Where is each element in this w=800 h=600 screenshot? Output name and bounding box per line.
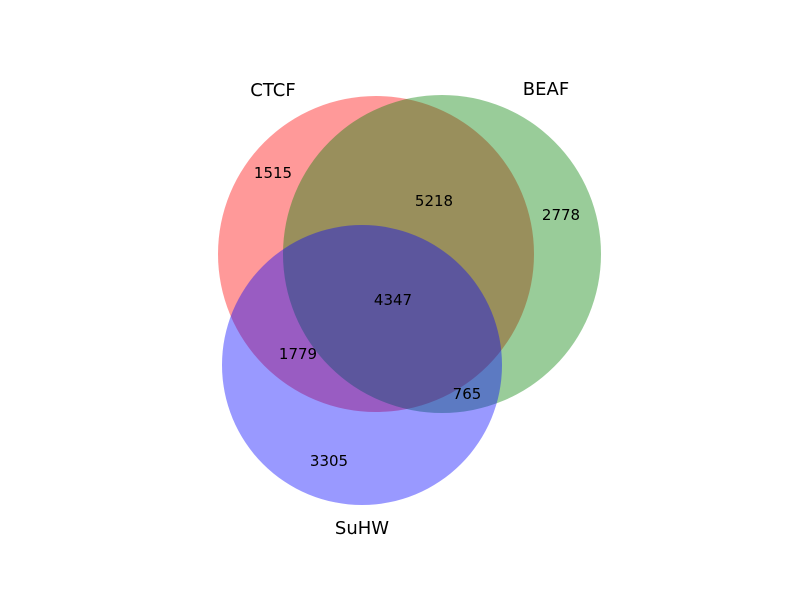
- ctcf-only-count: 1515: [254, 164, 292, 182]
- ctcf-beaf-count: 5218: [415, 192, 453, 210]
- ctcf-circle: [218, 96, 534, 412]
- beaf-only-count: 2778: [542, 206, 580, 224]
- suhw-circle: [222, 225, 502, 505]
- suhw-set-label: SuHW: [335, 518, 389, 539]
- beaf-suhw-count: 765: [453, 385, 482, 403]
- beaf-set-label: BEAF: [523, 79, 569, 100]
- suhw-only-count: 3305: [310, 452, 348, 470]
- ctcf-suhw-count: 1779: [279, 345, 317, 363]
- ctcf-set-label: CTCF: [250, 80, 295, 101]
- beaf-circle: [283, 95, 601, 413]
- all-three-count: 4347: [374, 291, 412, 309]
